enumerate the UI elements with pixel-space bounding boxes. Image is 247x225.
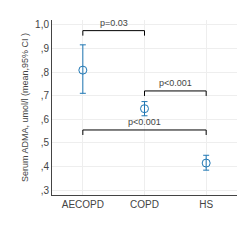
svg-text:,9: ,9: [41, 43, 50, 54]
svg-text:,6: ,6: [41, 114, 50, 125]
svg-text:COPD: COPD: [130, 199, 159, 210]
svg-text:,3: ,3: [41, 185, 50, 196]
svg-text:Serum ADMA, umol/l (mean,95% C: Serum ADMA, umol/l (mean,95% CI ): [20, 33, 30, 182]
svg-text:AECOPD: AECOPD: [62, 199, 104, 210]
svg-text:HS: HS: [199, 199, 213, 210]
svg-text:p=0.03: p=0.03: [100, 18, 128, 28]
svg-text:,5: ,5: [41, 137, 50, 148]
svg-text:,4: ,4: [41, 161, 50, 172]
svg-text:,8: ,8: [41, 67, 50, 78]
svg-text:1,0: 1,0: [35, 19, 49, 30]
svg-text:,7: ,7: [41, 90, 50, 101]
svg-text:p<0.001: p<0.001: [159, 78, 192, 88]
svg-text:p<0.001: p<0.001: [128, 117, 161, 127]
